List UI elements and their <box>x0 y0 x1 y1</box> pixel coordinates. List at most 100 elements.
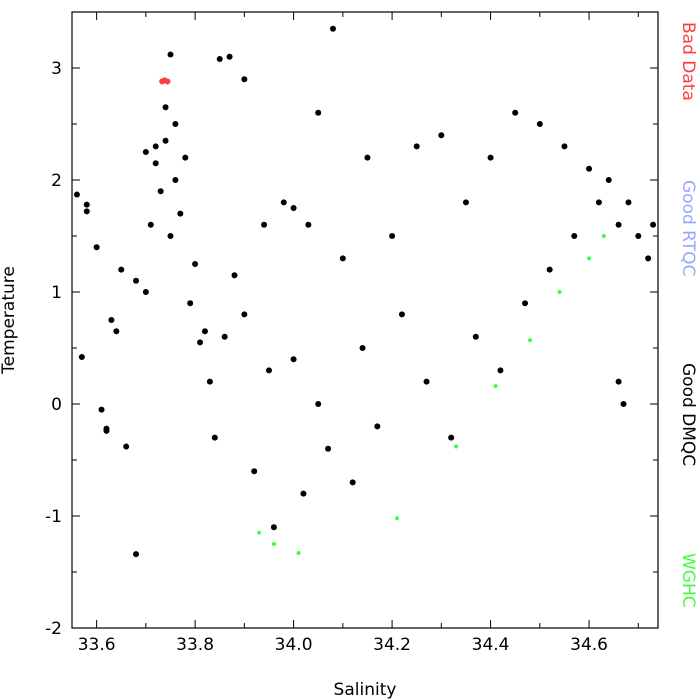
data-point <box>192 261 199 267</box>
data-point <box>83 201 90 208</box>
data-point <box>211 434 218 441</box>
data-point <box>329 25 336 32</box>
data-point <box>527 338 532 343</box>
data-point <box>635 233 642 239</box>
data-point <box>177 210 184 217</box>
y-tick-label: 2 <box>51 171 62 191</box>
data-point <box>108 317 115 323</box>
data-point <box>595 199 602 206</box>
data-point <box>398 311 405 318</box>
data-point <box>164 78 171 85</box>
data-point <box>290 356 297 363</box>
data-point <box>167 233 174 239</box>
data-point <box>536 121 543 127</box>
series-wghc <box>257 234 606 555</box>
data-point <box>83 208 90 215</box>
y-tick-label: 1 <box>51 283 62 303</box>
x-tick-label: 34.4 <box>472 635 510 655</box>
data-point <box>73 191 80 198</box>
x-tick-label: 33.8 <box>176 635 214 655</box>
legend-bad-data: Bad Data <box>678 22 698 101</box>
data-point <box>162 104 169 111</box>
data-point <box>187 300 194 307</box>
series-good-dmqc <box>73 25 657 558</box>
data-point <box>231 272 238 279</box>
data-point <box>296 550 301 555</box>
data-point <box>142 289 149 295</box>
data-point <box>423 378 430 385</box>
data-point <box>271 542 276 546</box>
data-point <box>142 149 149 155</box>
data-point <box>251 468 258 475</box>
data-point <box>571 233 578 239</box>
data-point <box>280 199 287 206</box>
data-point <box>118 266 125 273</box>
data-point <box>201 328 208 335</box>
data-point <box>374 423 381 430</box>
data-point <box>497 367 504 374</box>
data-point <box>512 109 519 116</box>
data-point <box>113 328 120 335</box>
y-tick-label: -1 <box>45 507 62 527</box>
data-point <box>103 427 110 434</box>
data-point <box>339 255 346 262</box>
data-point <box>359 345 366 351</box>
data-point <box>601 234 606 238</box>
x-tick-label: 34.6 <box>570 635 608 655</box>
data-point <box>152 160 159 167</box>
data-point <box>522 300 529 307</box>
data-point <box>226 53 233 60</box>
data-point <box>315 109 322 116</box>
y-axis-title: Temperature <box>0 266 19 375</box>
data-point <box>645 255 652 262</box>
data-point <box>241 76 248 83</box>
x-tick-label: 34.2 <box>373 635 411 655</box>
legend-good-dmqc: Good DMQC <box>678 363 698 466</box>
data-point <box>586 165 593 172</box>
data-point <box>133 551 140 558</box>
data-point <box>389 233 396 239</box>
points-layer <box>73 25 657 558</box>
data-point <box>290 205 297 211</box>
y-tick-label: 0 <box>51 395 62 415</box>
data-point <box>587 256 592 261</box>
data-point <box>561 143 568 150</box>
data-point <box>167 51 174 58</box>
data-point <box>493 384 498 389</box>
legend-wghc: WGHC <box>678 553 698 608</box>
data-point <box>216 56 223 63</box>
x-axis-title: Salinity <box>334 680 397 700</box>
series-bad-data <box>159 77 171 85</box>
data-point <box>78 353 85 360</box>
data-point <box>257 530 262 535</box>
data-point <box>265 367 272 374</box>
data-point <box>172 177 179 183</box>
data-point <box>487 154 494 161</box>
axes-layer: 33.6 33.8 34.0 34.2 34.4 34.6 -2 -1 0 1 2 3 <box>45 11 659 655</box>
data-point <box>123 443 130 450</box>
data-point <box>472 333 479 340</box>
data-point <box>162 137 169 144</box>
data-point <box>448 434 455 441</box>
data-point <box>93 244 100 251</box>
data-point <box>605 177 612 183</box>
data-point <box>157 188 164 195</box>
data-point <box>625 199 632 206</box>
data-point <box>147 221 154 228</box>
data-point <box>438 132 445 139</box>
data-point <box>454 444 459 449</box>
x-tick-label: 34.0 <box>275 635 313 655</box>
data-point <box>349 479 356 486</box>
data-point <box>395 516 400 521</box>
legend-good-rtqc: Good RTQC <box>678 180 698 276</box>
data-point <box>182 154 189 161</box>
data-point <box>650 221 657 228</box>
data-point <box>364 154 371 161</box>
data-point <box>557 290 562 294</box>
plot-frame <box>71 11 659 629</box>
data-point <box>546 266 553 273</box>
x-tick-label: 33.6 <box>78 635 116 655</box>
data-point <box>315 401 322 407</box>
data-point <box>261 221 268 228</box>
